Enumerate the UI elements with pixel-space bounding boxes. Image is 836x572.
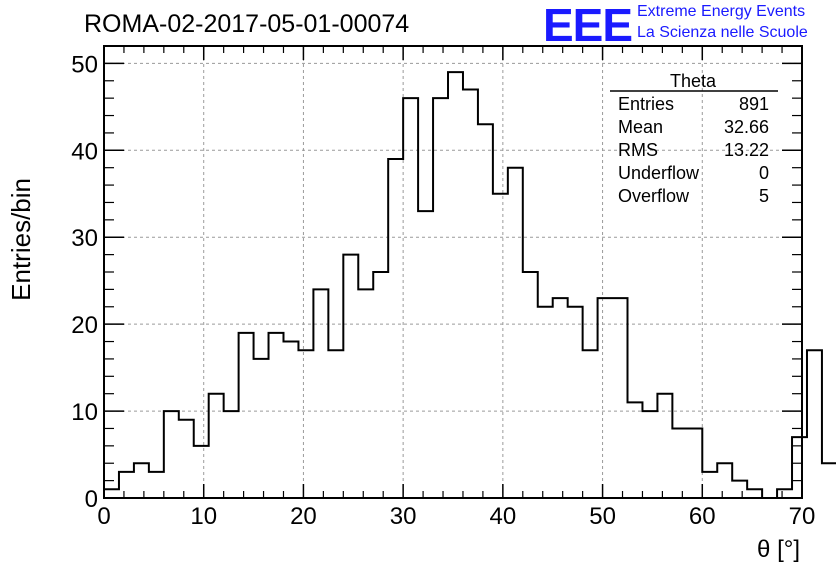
plot-frame (103, 45, 803, 499)
histogram-bin (164, 411, 179, 498)
histogram-bin (598, 298, 613, 498)
x-tick-label: 70 (789, 503, 816, 530)
logo-subtitle-line2: La Scienza nelle Scuole (637, 24, 808, 41)
histogram-bin (702, 472, 717, 498)
y-tick-label: 0 (85, 486, 98, 513)
stats-box: Theta Entries 891 Mean 32.66 RMS 13.22 U… (610, 71, 778, 206)
histogram-bin (403, 98, 418, 498)
y-tick-label: 30 (71, 225, 98, 252)
histogram-bin (687, 428, 702, 498)
histogram-bin (209, 394, 224, 498)
histogram-bin (628, 402, 643, 498)
histogram-bin (179, 420, 194, 498)
stats-label-mean: Mean (618, 117, 663, 137)
x-axis-title: θ [°] (757, 536, 800, 563)
stats-label-entries: Entries (618, 94, 674, 114)
stats-title: Theta (670, 71, 717, 91)
histogram-bin (747, 489, 762, 498)
histogram-bin (448, 72, 463, 498)
histogram-bin (239, 333, 254, 498)
stats-value-underflow: 0 (759, 163, 769, 183)
y-tick-label: 50 (71, 51, 98, 78)
histogram-bin (717, 463, 732, 498)
x-tick-label: 20 (290, 503, 317, 530)
x-tick-label: 0 (97, 503, 110, 530)
histogram-bin (672, 428, 687, 498)
stats-value-rms: 13.22 (724, 140, 769, 160)
histogram-bin (538, 307, 553, 498)
histogram-bin (194, 446, 209, 498)
histogram-bin (657, 394, 672, 498)
x-tick-label: 60 (689, 503, 716, 530)
histogram-bin (224, 411, 239, 498)
x-tick-label: 30 (390, 503, 417, 530)
y-axis-title: Entries/bin (6, 178, 36, 301)
histogram-bin (283, 342, 298, 498)
histogram-bin (493, 194, 508, 498)
histogram-bin (358, 289, 373, 498)
histogram-bin (343, 255, 358, 498)
histogram-bin (298, 350, 313, 498)
chart-title: ROMA-02-2017-05-01-00074 (84, 10, 410, 38)
stats-label-overflow: Overflow (618, 186, 690, 206)
stats-label-rms: RMS (618, 140, 658, 160)
histogram-bin (373, 272, 388, 498)
histogram-bin (583, 350, 598, 498)
stats-value-overflow: 5 (759, 186, 769, 206)
histogram-bin (508, 168, 523, 498)
grid-layer (104, 46, 802, 498)
histogram-bin (433, 98, 448, 498)
histogram-bin (418, 211, 433, 498)
y-tick-label: 10 (71, 399, 98, 426)
histogram-bin (134, 463, 149, 498)
stats-label-underflow: Underflow (618, 163, 700, 183)
histogram-bin (732, 481, 747, 498)
histogram-bin (777, 489, 792, 498)
stats-value-mean: 32.66 (724, 117, 769, 137)
eee-logo: EEE (543, 0, 633, 51)
x-tick-label: 40 (490, 503, 517, 530)
histogram-bin (523, 272, 538, 498)
stats-value-entries: 891 (739, 94, 769, 114)
x-tick-label: 10 (190, 503, 217, 530)
histogram-bin (313, 289, 328, 498)
histogram-bin (568, 307, 583, 498)
logo-subtitle-line1: Extreme Energy Events (637, 3, 806, 20)
histogram-bin (254, 359, 269, 498)
histogram-bin (119, 472, 134, 498)
y-tick-label: 40 (71, 138, 98, 165)
histogram-bin (463, 89, 478, 498)
histogram-bin (822, 463, 836, 498)
y-tick-label: 20 (71, 312, 98, 339)
histogram-outline (104, 71, 836, 499)
histogram-bin (642, 411, 657, 498)
histogram-bin (328, 350, 343, 498)
histogram-bin (478, 124, 493, 498)
histogram-bin (149, 472, 164, 498)
x-tick-label: 50 (589, 503, 616, 530)
histogram-bin (269, 333, 284, 498)
histogram-bin (104, 489, 119, 498)
histogram-bin (553, 298, 568, 498)
histogram-bin (613, 298, 628, 498)
histogram-bin (388, 159, 403, 498)
histogram-bin (807, 350, 822, 498)
